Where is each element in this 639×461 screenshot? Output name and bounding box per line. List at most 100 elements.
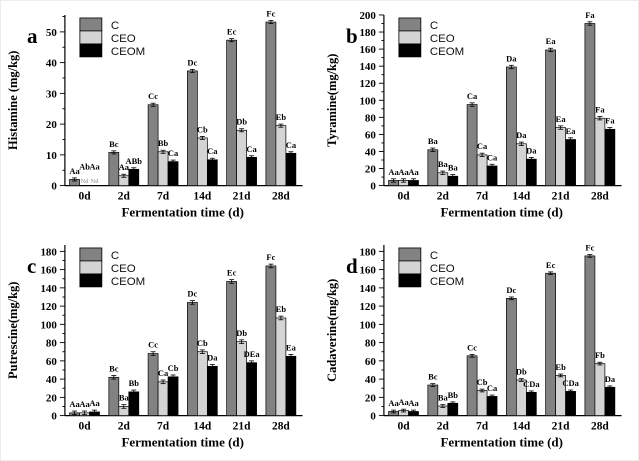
sig-label: ABb [126, 156, 143, 166]
sig-label: Ba [427, 136, 438, 146]
x-tick-label: 0d [397, 420, 410, 432]
sig-label: Aa [89, 162, 100, 172]
bar-CEO-21d [236, 129, 247, 186]
sig-label: Aa [69, 166, 80, 176]
legend-swatch-CEOM [79, 43, 103, 58]
sig-label: Db [236, 327, 247, 337]
legend-swatch-CEO [79, 30, 103, 45]
panel-b-chart: 0 20 40 60 80 100 120 140 160 180 200 0d 2d 7d 14d 21d 2… [324, 10, 622, 220]
y-tick-label: 80 [364, 337, 375, 349]
bar-C-21d [544, 49, 556, 186]
panel-a: 0 10 20 30 40 50 0d 2d 7d 14d 21d 28d Fermentation t… [1, 1, 320, 231]
bar-CEOM-7d [486, 395, 497, 416]
legend-label-C: C [111, 249, 119, 261]
bar-CEOM-7d [167, 375, 179, 416]
x-tick-label: 2d [118, 420, 131, 432]
sig-label: Bc [428, 371, 438, 381]
sig-label: Bb [158, 138, 169, 148]
legend-label-CEOM: CEOM [111, 275, 145, 287]
x-axis-title: Fermentation time (d) [121, 434, 243, 449]
y-tick-label: 20 [46, 119, 57, 131]
sig-label: Db [236, 117, 247, 127]
y-tick-label: 160 [40, 264, 57, 276]
y-tick-label: 100 [40, 319, 57, 331]
y-tick-label: 80 [46, 337, 57, 349]
legend-swatch-CEOM [79, 273, 103, 287]
y-tick-label: 180 [359, 246, 376, 258]
legend-swatch-CEOM [397, 43, 421, 58]
x-tick-label: 21d [551, 191, 569, 203]
bar-CEOM-7d [486, 165, 497, 186]
y-tick-label: 80 [364, 112, 375, 124]
sig-label: Cc [467, 342, 477, 352]
legend-swatch-C [397, 247, 421, 261]
x-tick-label: 0d [397, 191, 410, 203]
x-tick-label: 0d [78, 420, 91, 432]
bar-C-14d [187, 301, 198, 416]
sig-label: Cb [197, 124, 208, 134]
bar-C-14d [187, 70, 198, 186]
sig-label: Ea [565, 126, 576, 136]
bar-CEOM-14d [206, 365, 218, 416]
y-tick-label: 10 [46, 150, 57, 162]
x-tick-label: 7d [476, 420, 489, 432]
bar-CEOM-7d [167, 161, 179, 186]
panel-b: 0 20 40 60 80 100 120 140 160 180 200 0d 2d 7d 14d 21d 2… [320, 1, 639, 231]
sig-label: Ec [545, 259, 555, 269]
sig-label: Aa [398, 167, 409, 177]
bar-C-28d [265, 265, 277, 416]
sig-label: Eb [555, 362, 566, 372]
legend-label-CEOM: CEOM [429, 275, 463, 287]
sig-label: Aa [408, 398, 419, 408]
x-tick-label: 7d [476, 191, 489, 203]
bar-C-7d [466, 354, 477, 416]
sig-label: Ba [119, 392, 130, 402]
x-tick-label: 7d [157, 420, 170, 432]
y-tick-label: 160 [359, 44, 376, 56]
bar-CEO-7d [157, 151, 169, 186]
sig-label: Fc [266, 252, 275, 262]
sig-label: Ca [286, 140, 297, 150]
y-tick-label: 40 [364, 146, 375, 158]
sig-label: CDa [562, 378, 579, 388]
sig-label: Fa [595, 105, 605, 115]
sig-label: CDa [523, 378, 540, 388]
x-tick-label: 2d [436, 420, 449, 432]
bar-CEOM-2d [128, 391, 140, 416]
legend-swatch-CEOM [397, 273, 421, 287]
y-tick-label: 40 [364, 374, 375, 386]
bar-C-21d [544, 272, 556, 416]
bar-C-14d [505, 66, 517, 186]
bar-CEO-28d [594, 117, 605, 186]
bar-CEO-14d [197, 350, 208, 416]
sig-label: Aa [408, 167, 419, 177]
legend-label-CEO: CEO [111, 33, 136, 45]
x-tick-label: 28d [272, 420, 290, 432]
sig-label: Fb [594, 350, 604, 360]
sig-label: Ca [486, 383, 497, 393]
sig-label: Ba [447, 163, 458, 173]
sig-label: Eb [276, 304, 287, 314]
sig-label: Ca [207, 146, 218, 156]
x-tick-label: 28d [590, 191, 608, 203]
sig-label: Aa [89, 398, 100, 408]
y-tick-label: 0 [51, 181, 57, 193]
sig-label: Ab [79, 162, 90, 172]
y-axis-title: Tyramine(mg/kg) [324, 54, 338, 147]
bar-CEOM-21d [564, 390, 576, 416]
sig-label: Cc [148, 339, 158, 349]
sig-label: Da [207, 352, 218, 362]
sig-label: Aa [398, 397, 409, 407]
panel-a-chart: 0 10 20 30 40 50 0d 2d 7d 14d 21d 28d Fermentation t… [6, 9, 303, 220]
sig-label: Ba [437, 159, 448, 169]
sig-label: Da [526, 145, 537, 155]
bar-CEOM-14d [206, 159, 218, 186]
panel-letter: c [27, 253, 36, 277]
x-tick-label: 28d [590, 420, 608, 432]
sig-label: Aa [119, 162, 130, 172]
sig-label: Fa [605, 116, 615, 126]
nd-marker: Nd [81, 178, 90, 185]
bar-C-14d [505, 297, 517, 416]
y-tick-label: 120 [359, 301, 376, 313]
sig-label: Aa [388, 398, 399, 408]
